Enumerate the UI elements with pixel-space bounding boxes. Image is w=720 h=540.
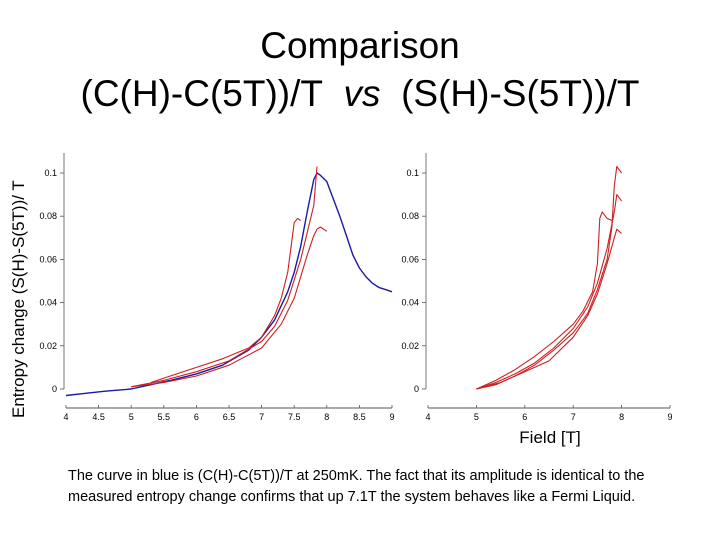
- left-x-tick-label: 5.5: [158, 412, 171, 422]
- left-series-red-1: [150, 217, 302, 384]
- left-x-tick-label: 5: [129, 412, 134, 422]
- right-x-tick-label: 8: [619, 412, 624, 422]
- left-panel: 0 0.02 0.04 0.06 0.08 0.1 4 4.5 5 5.5 6 6.5 7 7.5 8 8.5…: [39, 153, 395, 422]
- right-x-tick-label: 9: [667, 412, 672, 422]
- right-y-tick-label: 0.08: [401, 211, 419, 221]
- left-x-tick-label: 4.5: [92, 412, 105, 422]
- right-series-red-1: [476, 194, 623, 390]
- right-x-tick-label: 5: [474, 412, 479, 422]
- chart-title-line1: Comparison: [260, 25, 460, 66]
- left-series-red-3: [131, 226, 328, 388]
- left-series-blue-0: [65, 172, 393, 397]
- right-x-tick-label: 7: [571, 412, 576, 422]
- left-x-tick-label: 7.5: [288, 412, 301, 422]
- right-series-red-2: [476, 165, 623, 390]
- right-x-tick-label: 4: [425, 412, 430, 422]
- right-y-tick-label: 0.06: [401, 254, 419, 264]
- caption-text: The curve in blue is (C(H)-C(5T))/T at 2…: [68, 468, 645, 505]
- right-y-tick-label: 0.1: [406, 168, 419, 178]
- left-y-tick-label: 0.04: [39, 298, 57, 308]
- right-y-tick-label: 0.04: [401, 298, 419, 308]
- title-vs: vs: [343, 73, 381, 114]
- left-x-tick-label: 8: [324, 412, 329, 422]
- left-series-red-2: [131, 166, 318, 388]
- left-y-tick-label: 0: [52, 384, 57, 394]
- right-series-red-3: [476, 228, 622, 390]
- left-y-tick-label: 0.06: [39, 254, 57, 264]
- left-x-tick-label: 4: [63, 412, 68, 422]
- right-x-tick-label: 6: [522, 412, 527, 422]
- left-y-tick-label: 0.02: [39, 341, 57, 351]
- title-left-expression: (C(H)-C(5T))/T: [80, 73, 323, 114]
- x-axis-label: Field [T]: [519, 428, 581, 447]
- left-x-tick-label: 9: [389, 412, 394, 422]
- right-y-tick-label: 0.02: [401, 341, 419, 351]
- left-y-tick-label: 0.08: [39, 211, 57, 221]
- title-right-expression: (S(H)-S(5T))/T: [401, 73, 640, 114]
- chart-title-line2: (C(H)-C(5T))/T vs (S(H)-S(5T))/T: [0, 72, 720, 116]
- left-x-tick-label: 8.5: [353, 412, 366, 422]
- right-panel: 0 0.02 0.04 0.06 0.08 0.1 4 5 6 7 8 9: [401, 153, 673, 422]
- right-series-red-0: [476, 211, 613, 390]
- right-y-tick-label: 0: [414, 384, 419, 394]
- left-x-tick-label: 6: [194, 412, 199, 422]
- left-y-tick-label: 0.1: [44, 168, 57, 178]
- left-x-tick-label: 6.5: [223, 412, 236, 422]
- left-x-tick-label: 7: [259, 412, 264, 422]
